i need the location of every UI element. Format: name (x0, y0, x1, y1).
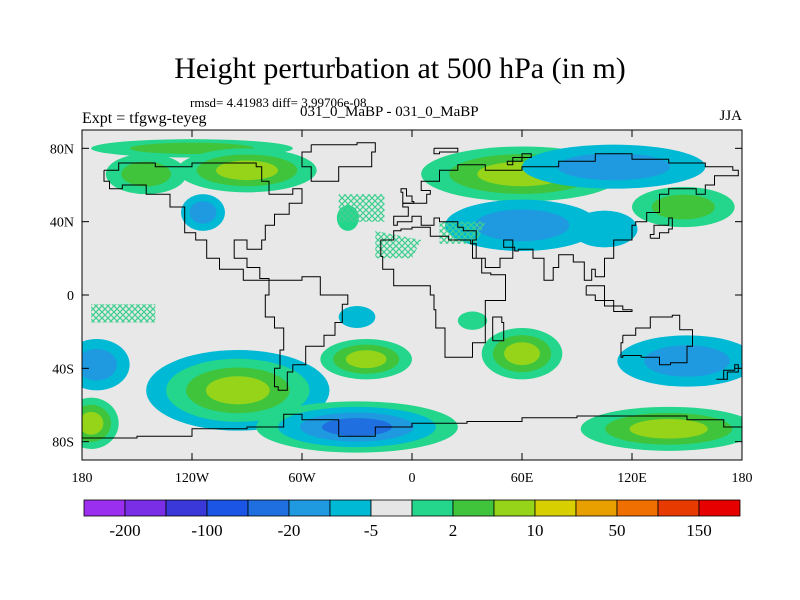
comparison-label: 031_0_MaBP - 031_0_MaBP (300, 104, 479, 120)
x-tick-label: 120W (175, 471, 210, 486)
coastline-south-america (264, 276, 349, 391)
anomaly-level (571, 210, 638, 248)
colorbar-swatch (616, 499, 659, 517)
coastline-north-america (103, 162, 303, 281)
hatch-sh-indian (91, 304, 156, 323)
coastline-antarctica (82, 413, 742, 439)
anomaly-nh-eurasia-blue (522, 144, 706, 189)
colorbar-swatch (657, 499, 700, 517)
colorbar-swatch (452, 499, 495, 517)
anomaly-tropics-africa-blue (338, 306, 376, 328)
hatch-nw-africa (375, 230, 422, 259)
colorbar-swatch (370, 499, 413, 517)
anomaly-sh-pacific-west-blue (82, 339, 130, 391)
anomaly-sh-southern-green-west (82, 397, 119, 449)
x-tick-label: 60W (288, 471, 316, 486)
colorbar-swatch (329, 499, 372, 517)
anomaly-level (82, 411, 104, 435)
anomaly-nh-central-asia-blue (445, 199, 599, 251)
colorbar-label: 150 (686, 521, 712, 540)
colorbar-swatch (411, 499, 454, 517)
colorbar-swatch (288, 499, 331, 517)
colorbar-swatch (206, 499, 249, 517)
colorbar-label: -200 (109, 521, 140, 540)
hatch-layer (91, 194, 486, 323)
coastline-australia (620, 314, 693, 366)
colorbar-swatch (165, 499, 208, 517)
anomaly-nh-east-asia-blue (571, 210, 638, 248)
y-tick-label: 0 (67, 289, 74, 304)
anomaly-nh-highlat-canada (177, 148, 317, 193)
anomaly-nh-east-pacific-blue (181, 194, 225, 231)
colorbar-label: -5 (364, 521, 378, 540)
anomaly-level (82, 348, 117, 381)
anomaly-level (121, 161, 171, 187)
coastline-svalbard (433, 147, 459, 155)
colorbar-label: -20 (278, 521, 301, 540)
anomaly-level (345, 350, 387, 369)
hatch-europe (338, 194, 385, 222)
coastline-uk (400, 188, 415, 204)
anomaly-sh-southern-green-east (580, 406, 742, 451)
coastline-indonesia (585, 285, 633, 312)
anomaly-level (205, 376, 270, 405)
anomaly-level (338, 306, 376, 328)
colorbar-swatch (83, 499, 126, 517)
axis-ticks: 180 120W 60W 0 60E 120E 180 80N 40N 0 40S 80S (50, 130, 753, 486)
y-tick-label: 80N (50, 142, 74, 157)
anomaly-level (474, 209, 570, 242)
y-tick-label: 80S (52, 436, 74, 451)
hatch-mideast (439, 221, 486, 244)
colorbar: -200 -100 -20 -5 2 10 50 150 (83, 499, 741, 540)
colorbar-label: 2 (449, 521, 458, 540)
chart-title: Height perturbation at 500 hPa (in m) (174, 52, 626, 85)
coastline-layer (82, 142, 742, 439)
y-tick-label: 40S (52, 362, 74, 377)
season-label: JJA (719, 108, 742, 124)
coastline-greenland (301, 142, 376, 182)
anomaly-nh-highlat-pacific (105, 153, 187, 195)
y-tick-label: 40N (50, 216, 74, 231)
anomaly-sh-southern-blue (256, 401, 458, 453)
colorbar-swatch (247, 499, 290, 517)
colorbar-label: -100 (191, 521, 222, 540)
stats-label: rmsd= 4.41983 diff= 3.99706e-08 (190, 95, 367, 110)
x-tick-label: 60E (511, 471, 534, 486)
colorbar-swatch (534, 499, 577, 517)
colorbar-swatch (698, 499, 741, 517)
colorbar-label: 10 (527, 521, 544, 540)
colorbar-swatch (575, 499, 618, 517)
coastline-madagascar (492, 316, 505, 342)
anomaly-layer (82, 139, 742, 453)
anomaly-tropics-indian-green (457, 311, 488, 330)
coastline-novaya-zemlya (506, 153, 532, 166)
colorbar-swatch (493, 499, 536, 517)
experiment-label: Expt = tfgwg-teyeg (82, 110, 207, 127)
colorbar-label: 50 (609, 521, 626, 540)
x-tick-label: 0 (409, 471, 416, 486)
anomaly-level (557, 153, 671, 181)
anomaly-sh-atlantic-green (320, 339, 412, 380)
coastline-japan (649, 217, 673, 239)
coastline-new-zealand (716, 364, 739, 380)
anomaly-level (504, 342, 540, 366)
anomaly-level (189, 201, 217, 224)
x-tick-label: 120E (617, 471, 647, 486)
x-tick-label: 180 (72, 471, 93, 486)
colorbar-swatch (124, 499, 167, 517)
x-tick-label: 180 (732, 471, 753, 486)
coastline-africa-eurasia (380, 153, 739, 358)
anomaly-level (216, 160, 278, 181)
anomaly-level (629, 419, 708, 439)
anomaly-sh-indian-green (481, 328, 563, 380)
anomaly-level (651, 194, 715, 220)
anomaly-level (457, 311, 488, 330)
anomaly-nh-kamchatka-green (632, 186, 735, 228)
anomaly-level (321, 418, 393, 436)
